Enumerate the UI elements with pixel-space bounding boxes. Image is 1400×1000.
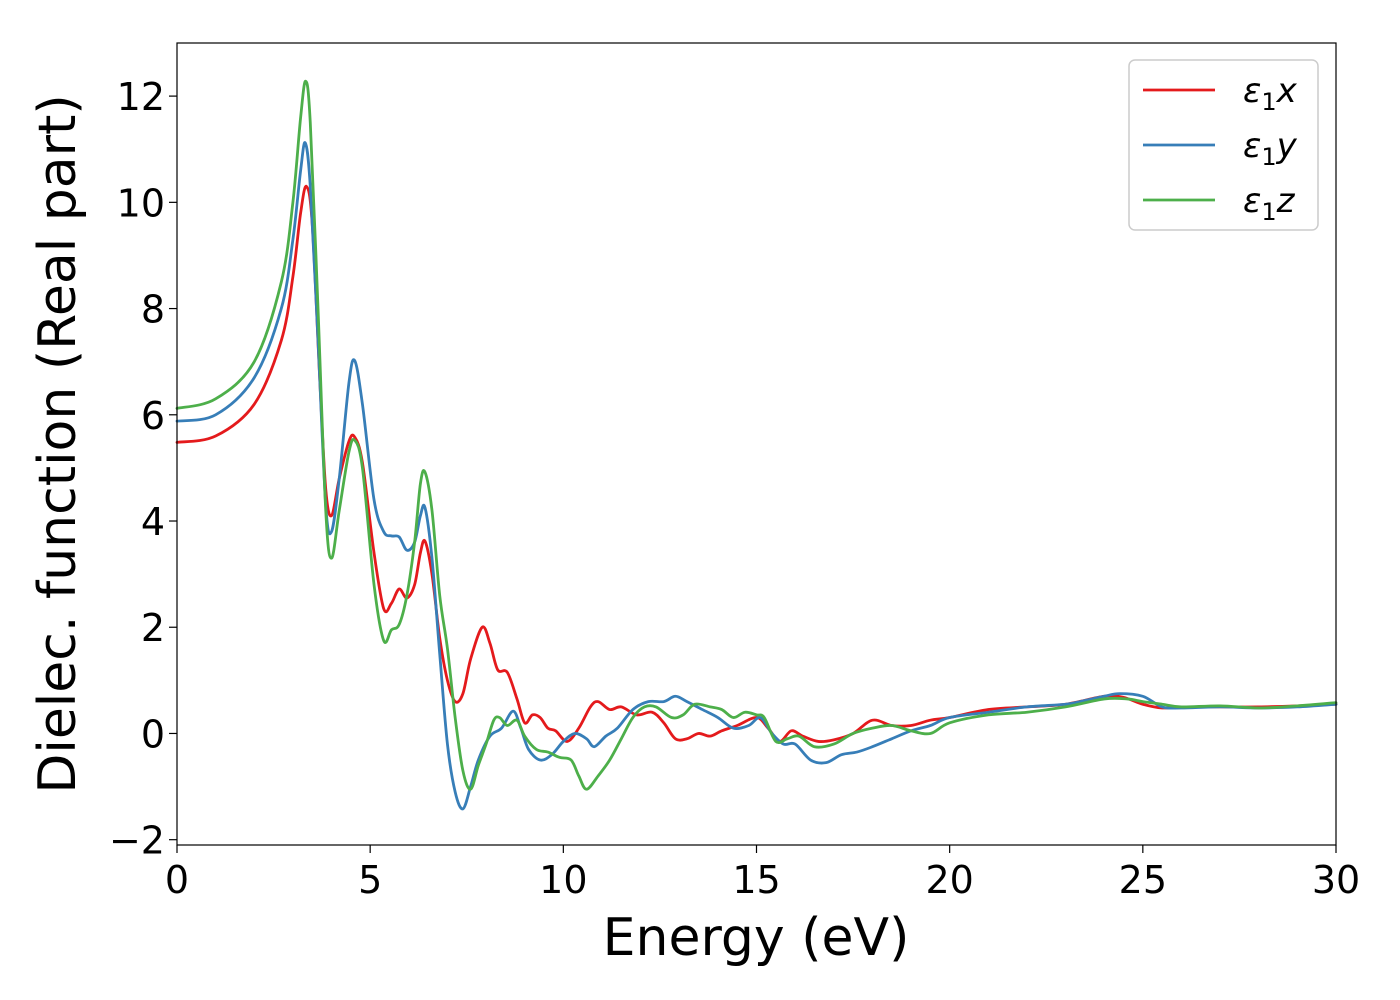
y-tick-label: 4 (141, 500, 165, 544)
y-tick-label: 0 (141, 712, 165, 756)
legend-label-z: ε1z (1243, 181, 1296, 226)
y-axis-ticks: −2 0 2 4 6 8 10 12 (109, 75, 177, 863)
x-axis-ticks: 0 5 10 15 20 25 30 (165, 845, 1360, 902)
x-tick-label: 20 (925, 858, 973, 902)
legend-box (1128, 59, 1319, 231)
x-tick-label: 15 (732, 858, 780, 902)
x-tick-label: 25 (1119, 858, 1167, 902)
x-tick-label: 5 (358, 858, 382, 902)
series-line-z (175, 79, 1338, 791)
y-axis-label: Dielec. function (Real part) (28, 94, 88, 793)
y-tick-label: 6 (141, 394, 165, 438)
series-layer (175, 79, 1338, 811)
series-line-y (175, 141, 1338, 811)
legend-label-y: ε1y (1243, 126, 1298, 171)
x-axis-label: Energy (eV) (603, 908, 910, 968)
y-tick-label: −2 (109, 819, 165, 863)
legend-label-x: ε1x (1243, 71, 1298, 116)
x-tick-label: 10 (539, 858, 587, 902)
x-tick-label: 0 (165, 858, 189, 902)
y-tick-label: 10 (117, 181, 165, 225)
y-tick-label: 2 (141, 606, 165, 650)
y-tick-label: 12 (117, 75, 165, 119)
series-line-x (175, 184, 1338, 744)
x-tick-label: 30 (1312, 858, 1360, 902)
legend: ε1x ε1y ε1z (1128, 59, 1319, 231)
y-tick-label: 8 (141, 288, 165, 332)
